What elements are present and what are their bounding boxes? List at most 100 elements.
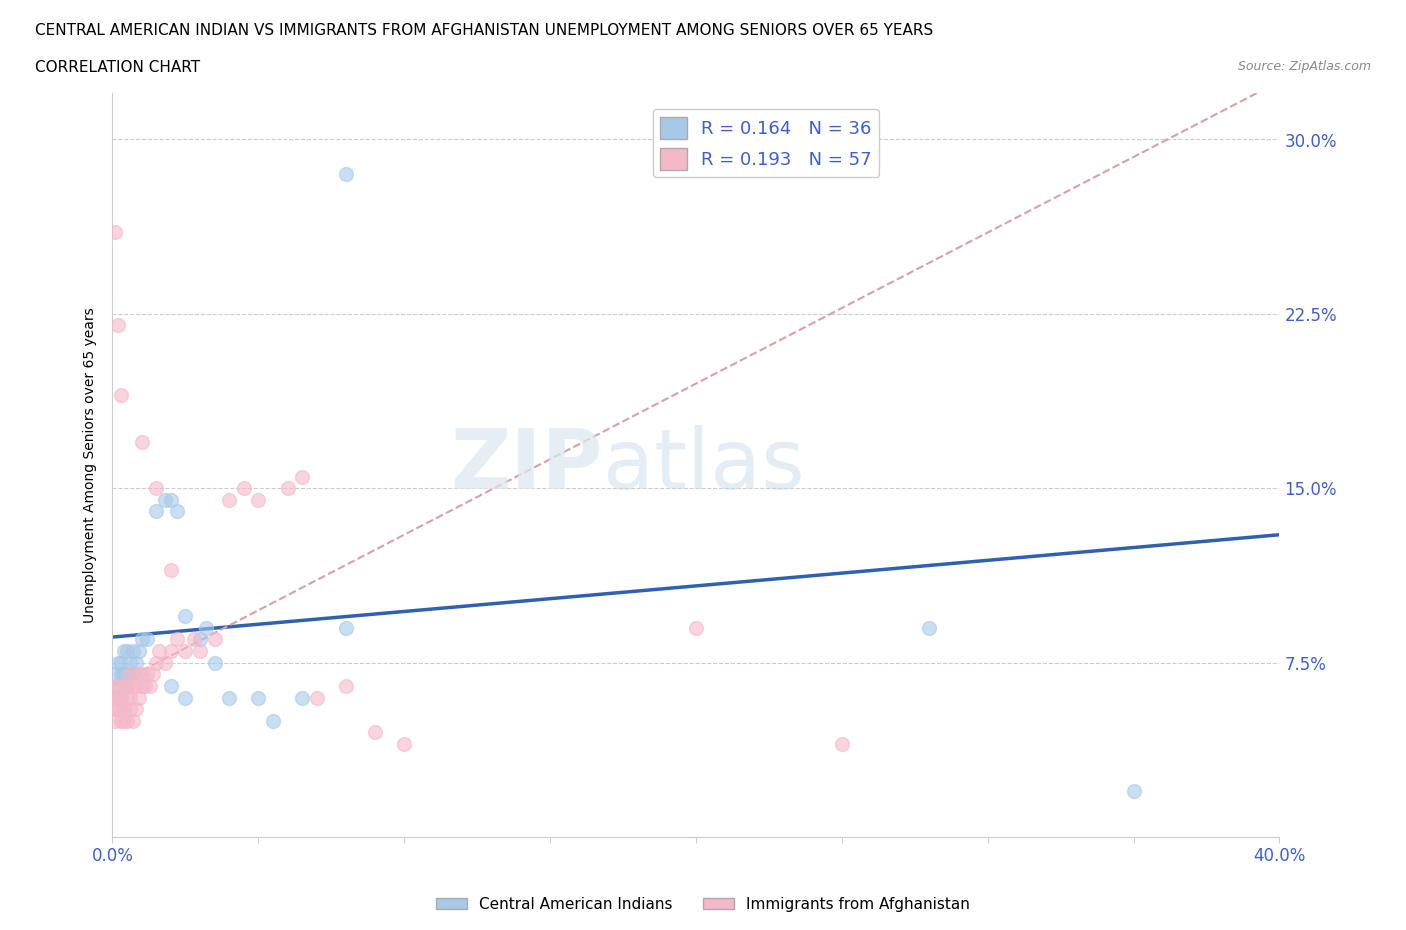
Point bbox=[122, 679, 145, 694]
Point bbox=[110, 656, 132, 671]
Point bbox=[122, 713, 145, 728]
Point bbox=[232, 481, 254, 496]
Point bbox=[107, 702, 129, 717]
Point bbox=[107, 690, 129, 705]
Point bbox=[110, 713, 132, 728]
Point bbox=[110, 702, 132, 717]
Point bbox=[110, 690, 132, 705]
Point bbox=[160, 679, 183, 694]
Point bbox=[160, 562, 183, 577]
Point bbox=[118, 667, 141, 682]
Point bbox=[160, 644, 183, 658]
Point bbox=[685, 620, 707, 635]
Point bbox=[136, 667, 159, 682]
Point bbox=[918, 620, 941, 635]
Point bbox=[145, 504, 167, 519]
Point bbox=[118, 667, 141, 682]
Point bbox=[122, 667, 145, 682]
Point bbox=[131, 632, 153, 647]
Point bbox=[115, 679, 138, 694]
Point bbox=[153, 493, 176, 508]
Point bbox=[136, 632, 159, 647]
Point bbox=[188, 632, 211, 647]
Point bbox=[166, 632, 188, 647]
Point bbox=[166, 504, 188, 519]
Point bbox=[247, 493, 270, 508]
Point bbox=[262, 713, 284, 728]
Point bbox=[107, 318, 129, 333]
Point bbox=[112, 713, 135, 728]
Point bbox=[160, 493, 183, 508]
Point bbox=[122, 644, 145, 658]
Point bbox=[104, 690, 127, 705]
Point bbox=[118, 690, 141, 705]
Point bbox=[110, 667, 132, 682]
Point bbox=[183, 632, 205, 647]
Point bbox=[145, 481, 167, 496]
Point bbox=[115, 644, 138, 658]
Point bbox=[115, 713, 138, 728]
Point bbox=[194, 620, 217, 635]
Point bbox=[104, 690, 127, 705]
Point bbox=[218, 493, 240, 508]
Point bbox=[218, 690, 240, 705]
Point bbox=[335, 679, 357, 694]
Point bbox=[110, 388, 132, 403]
Point bbox=[104, 702, 127, 717]
Point bbox=[107, 679, 129, 694]
Point bbox=[204, 656, 226, 671]
Point bbox=[128, 690, 150, 705]
Point bbox=[153, 656, 176, 671]
Point bbox=[335, 167, 357, 182]
Text: Source: ZipAtlas.com: Source: ZipAtlas.com bbox=[1237, 60, 1371, 73]
Y-axis label: Unemployment Among Seniors over 65 years: Unemployment Among Seniors over 65 years bbox=[83, 307, 97, 623]
Point bbox=[139, 679, 162, 694]
Point bbox=[112, 667, 135, 682]
Point bbox=[112, 644, 135, 658]
Point bbox=[118, 702, 141, 717]
Point bbox=[145, 656, 167, 671]
Point bbox=[118, 656, 141, 671]
Point bbox=[125, 702, 148, 717]
Point bbox=[115, 690, 138, 705]
Point bbox=[276, 481, 298, 496]
Point bbox=[115, 679, 138, 694]
Point bbox=[128, 667, 150, 682]
Point bbox=[131, 667, 153, 682]
Point bbox=[107, 656, 129, 671]
Point bbox=[112, 702, 135, 717]
Point bbox=[335, 620, 357, 635]
Point bbox=[1122, 783, 1144, 798]
Point bbox=[188, 644, 211, 658]
Point bbox=[134, 679, 156, 694]
Legend: Central American Indians, Immigrants from Afghanistan: Central American Indians, Immigrants fro… bbox=[430, 891, 976, 918]
Point bbox=[125, 656, 148, 671]
Point bbox=[291, 470, 314, 485]
Point bbox=[104, 667, 127, 682]
Point bbox=[392, 737, 416, 751]
Text: ZIP: ZIP bbox=[450, 424, 603, 506]
Point bbox=[148, 644, 170, 658]
Point bbox=[247, 690, 270, 705]
Text: CENTRAL AMERICAN INDIAN VS IMMIGRANTS FROM AFGHANISTAN UNEMPLOYMENT AMONG SENIOR: CENTRAL AMERICAN INDIAN VS IMMIGRANTS FR… bbox=[35, 23, 934, 38]
Point bbox=[142, 667, 165, 682]
Text: CORRELATION CHART: CORRELATION CHART bbox=[35, 60, 200, 75]
Point bbox=[107, 679, 129, 694]
Point bbox=[364, 725, 387, 740]
Point bbox=[112, 679, 135, 694]
Point bbox=[831, 737, 853, 751]
Point bbox=[104, 225, 127, 240]
Text: atlas: atlas bbox=[603, 424, 804, 506]
Point bbox=[174, 690, 197, 705]
Point bbox=[128, 644, 150, 658]
Point bbox=[174, 609, 197, 624]
Point bbox=[131, 679, 153, 694]
Point bbox=[291, 690, 314, 705]
Point bbox=[204, 632, 226, 647]
Point bbox=[125, 679, 148, 694]
Point bbox=[174, 644, 197, 658]
Point bbox=[104, 679, 127, 694]
Point bbox=[131, 434, 153, 449]
Point bbox=[104, 713, 127, 728]
Legend: R = 0.164   N = 36, R = 0.193   N = 57: R = 0.164 N = 36, R = 0.193 N = 57 bbox=[652, 110, 879, 177]
